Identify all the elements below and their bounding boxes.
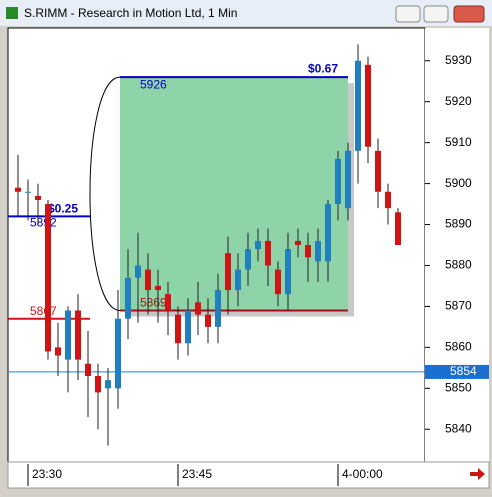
candle-body — [105, 380, 111, 389]
candle-body — [265, 240, 271, 266]
level-label: 5867 — [30, 304, 57, 318]
candle-body — [185, 310, 191, 344]
candle-body — [225, 253, 231, 291]
price-axis — [425, 28, 489, 462]
y-tick-label: 5900 — [445, 176, 472, 190]
candle-body — [325, 204, 331, 262]
candle-body — [75, 310, 81, 360]
candle-body — [205, 314, 211, 327]
y-tick-label: 5910 — [445, 135, 472, 149]
close-button[interactable] — [453, 5, 485, 23]
candle-body — [135, 265, 141, 278]
x-tick-label: 4-00:00 — [342, 467, 383, 481]
window-title: S.RIMM - Research in Motion Ltd, 1 Min — [24, 6, 237, 20]
candle-body — [15, 187, 21, 192]
candle-body — [305, 245, 311, 258]
candle-body — [235, 269, 241, 291]
level-text: $0.25 — [48, 202, 78, 216]
candle-body — [255, 240, 261, 250]
y-tick-label: 5890 — [445, 217, 472, 231]
candle-body — [145, 269, 151, 291]
candle-body — [85, 363, 91, 377]
candle-body — [95, 376, 101, 393]
candle-body — [365, 64, 371, 147]
candle-body — [55, 347, 61, 356]
candle-body — [315, 240, 321, 262]
y-tick-label: 5840 — [445, 421, 472, 435]
candle-body — [345, 150, 351, 209]
maximize-button[interactable] — [423, 5, 449, 23]
candle-body — [375, 150, 381, 192]
range-arc — [89, 76, 121, 312]
y-tick-label: 5860 — [445, 340, 472, 354]
candle-body — [175, 314, 181, 344]
box-top-label: 5926 — [140, 77, 167, 91]
candle-body — [385, 191, 391, 209]
candle-body — [45, 204, 51, 352]
last-price-label: 5854 — [450, 364, 477, 378]
x-tick-label: 23:30 — [32, 467, 62, 481]
y-tick-label: 5850 — [445, 380, 472, 394]
candle-body — [285, 249, 291, 295]
candle-body — [155, 285, 161, 291]
scroll-arrow[interactable] — [470, 468, 485, 480]
last-price-box — [425, 364, 489, 379]
time-axis — [7, 461, 490, 489]
candle-body — [215, 290, 221, 327]
candle-body — [35, 195, 41, 200]
candle-body — [195, 302, 201, 315]
candle-body — [295, 240, 301, 245]
candle-body — [25, 191, 31, 193]
candle-body — [335, 159, 341, 205]
y-tick-label: 5880 — [445, 258, 472, 272]
candle-body — [115, 318, 121, 389]
y-tick-label: 5930 — [445, 53, 472, 67]
candle-body — [395, 212, 401, 245]
y-tick-label: 5920 — [445, 94, 472, 108]
candle-body — [245, 249, 251, 270]
candle-body — [165, 294, 171, 311]
candle-body — [65, 310, 71, 360]
minimize-button[interactable] — [395, 5, 421, 23]
box-text: $0.67 — [308, 61, 338, 75]
candle-body — [125, 277, 131, 319]
range-box — [120, 77, 348, 311]
level-label: 5892 — [30, 216, 57, 230]
y-tick-label: 5870 — [445, 299, 472, 313]
app-icon — [6, 7, 18, 19]
box-bottom-label: 5869 — [140, 296, 167, 310]
x-tick-label: 23:45 — [182, 467, 212, 481]
candle-body — [355, 60, 361, 151]
candle-body — [275, 269, 281, 295]
